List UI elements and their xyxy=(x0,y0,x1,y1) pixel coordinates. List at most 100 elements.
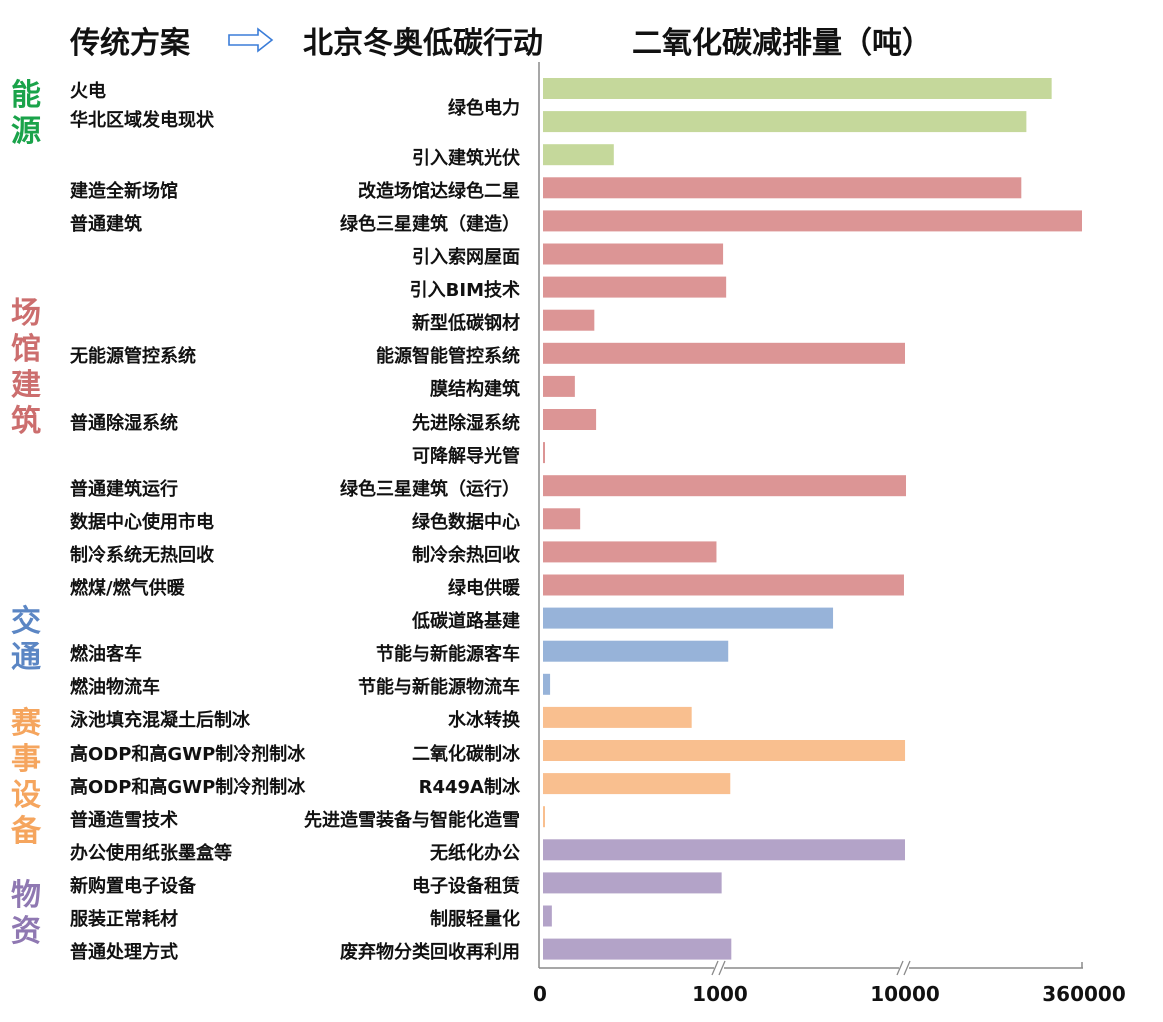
bar xyxy=(543,243,724,265)
x-tick-label: 1000 xyxy=(692,982,748,1006)
action-label: 电子设备租赁 xyxy=(412,875,520,897)
action-label: 低碳道路基建 xyxy=(412,611,520,633)
bar xyxy=(543,177,1022,199)
bar xyxy=(543,111,1027,133)
traditional-label: 服装正常耗材 xyxy=(70,909,178,930)
action-label: R449A制冰 xyxy=(418,776,520,798)
bar xyxy=(543,706,692,728)
traditional-label: 建造全新场馆 xyxy=(70,180,178,202)
traditional-label: 数据中心使用市电 xyxy=(70,511,214,533)
action-label: 节能与新能源物流车 xyxy=(358,677,520,699)
bar xyxy=(543,442,545,464)
axis-break-mark xyxy=(718,960,726,976)
bar xyxy=(543,607,834,629)
bar xyxy=(543,673,551,695)
traditional-label: 高ODP和高GWP制冷剂制冰 xyxy=(70,776,306,798)
header-traditional: 传统方案 xyxy=(70,26,190,61)
bar xyxy=(543,309,595,331)
axis-break-mark xyxy=(711,960,719,976)
category-char: 源 xyxy=(11,114,41,149)
category-char: 赛 xyxy=(11,706,41,741)
category-char: 交 xyxy=(11,604,41,639)
category-char: 筑 xyxy=(11,404,41,439)
x-tick-label: 10000 xyxy=(870,982,940,1006)
traditional-label: 普通建筑 xyxy=(70,213,142,235)
category-char: 场 xyxy=(11,296,41,331)
category-event-equipment: 赛事设备 xyxy=(8,706,44,850)
bar xyxy=(543,409,597,430)
traditional-label: 无能源管控系统 xyxy=(70,346,196,368)
category-char: 能 xyxy=(11,78,41,113)
category-materials: 物资 xyxy=(8,878,44,950)
traditional-label: 火电 xyxy=(70,81,106,102)
action-label: 绿电供暖 xyxy=(448,578,520,599)
traditional-label: 普通处理方式 xyxy=(70,942,178,964)
bar xyxy=(543,740,906,761)
category-char: 设 xyxy=(11,778,41,813)
action-label: 新型低碳钢材 xyxy=(412,313,520,335)
bar xyxy=(543,806,545,828)
bar xyxy=(543,773,731,795)
traditional-label: 制冷系统无热回收 xyxy=(70,544,214,566)
action-label: 无纸化办公 xyxy=(430,842,520,864)
action-label: 二氧化碳制冰 xyxy=(412,743,520,765)
action-label: 引入BIM技术 xyxy=(409,280,520,302)
action-label: 膜结构建筑 xyxy=(430,379,520,401)
header-action: 北京冬奥低碳行动 xyxy=(303,26,543,61)
action-label: 引入建筑光伏 xyxy=(412,147,520,169)
bar xyxy=(543,508,581,530)
category-char: 资 xyxy=(11,914,41,949)
category-venue-buildings: 场馆建筑 xyxy=(8,296,44,440)
arrow-right-icon xyxy=(228,27,274,53)
traditional-label: 燃煤/燃气供暖 xyxy=(70,578,185,599)
bar xyxy=(543,839,905,861)
category-energy: 能源 xyxy=(8,78,44,150)
action-label: 绿色电力 xyxy=(448,97,520,119)
action-label: 制冷余热回收 xyxy=(412,544,520,566)
action-label: 节能与新能源客车 xyxy=(376,644,520,666)
action-label: 引入索网屋面 xyxy=(412,247,520,268)
bar xyxy=(543,640,729,662)
category-char: 通 xyxy=(11,640,41,675)
bar xyxy=(543,144,614,166)
bar xyxy=(543,574,904,596)
traditional-label: 办公使用纸张墨盒等 xyxy=(70,842,232,864)
bar xyxy=(543,342,905,364)
header-unit: 二氧化碳减排量（吨） xyxy=(632,26,932,61)
bar xyxy=(543,210,1082,232)
action-label: 可降解导光管 xyxy=(412,445,520,467)
bar xyxy=(543,872,722,894)
category-char: 建 xyxy=(11,368,41,403)
bar xyxy=(543,276,727,298)
traditional-label: 普通除湿系统 xyxy=(70,412,178,434)
axis-break-mark xyxy=(896,960,904,976)
bar xyxy=(543,78,1052,99)
category-char: 馆 xyxy=(11,332,41,367)
traditional-label: 燃油客车 xyxy=(70,644,142,666)
action-label: 绿色三星建筑（建造） xyxy=(340,213,520,235)
action-label: 先进除湿系统 xyxy=(412,412,520,434)
traditional-label: 普通建筑运行 xyxy=(70,478,178,500)
action-label: 水冰转换 xyxy=(448,710,520,732)
category-char: 物 xyxy=(11,878,41,913)
bar xyxy=(543,475,907,497)
traditional-label: 泳池填充混凝土后制冰 xyxy=(70,710,250,732)
bar xyxy=(543,375,575,397)
traditional-label: 新购置电子设备 xyxy=(70,875,196,897)
action-label: 制服轻量化 xyxy=(430,909,520,930)
category-char: 备 xyxy=(11,814,41,849)
traditional-label: 普通造雪技术 xyxy=(70,809,178,831)
action-label: 绿色数据中心 xyxy=(412,511,520,533)
traditional-label: 高ODP和高GWP制冷剂制冰 xyxy=(70,743,306,765)
bar xyxy=(543,541,717,563)
x-tick-label: 360000 xyxy=(1042,982,1126,1006)
action-label: 先进造雪装备与智能化造雪 xyxy=(304,809,520,831)
x-tick-label: 0 xyxy=(533,982,547,1006)
bar xyxy=(543,938,732,960)
traditional-label: 华北区域发电现状 xyxy=(70,110,214,131)
action-label: 能源智能管控系统 xyxy=(376,346,520,368)
category-transport: 交通 xyxy=(8,604,44,676)
axis-break xyxy=(714,962,724,974)
action-label: 改造场馆达绿色二星 xyxy=(358,180,520,202)
